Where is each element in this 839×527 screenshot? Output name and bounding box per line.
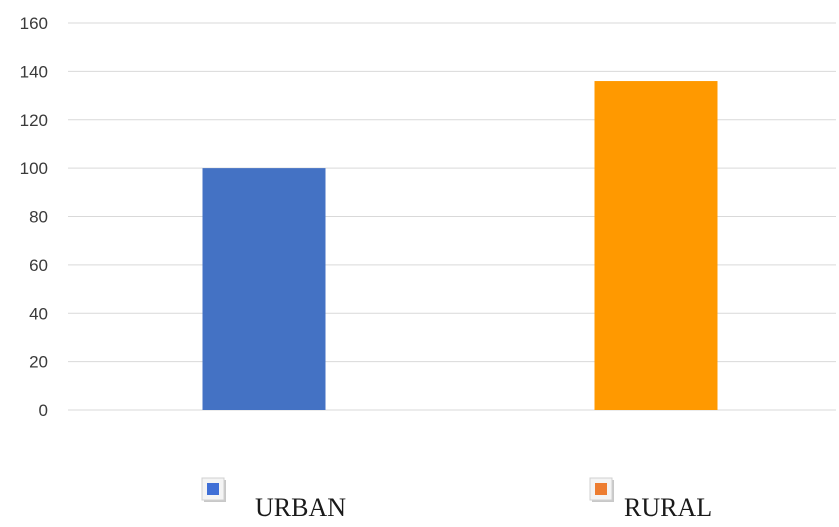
legend-item-urban: URBAN [201,477,346,522]
legend-label-urban: URBAN [255,493,346,522]
legend-label-rural: RURAL [624,493,712,522]
y-tick-label-160: 160 [20,14,48,33]
legend-swatch-urban-icon [207,483,219,495]
gridlines [68,22,836,411]
legend-swatch-rural-icon [595,483,607,495]
y-tick-label-20: 20 [29,353,48,372]
bars [202,81,718,411]
y-tick-label-40: 40 [29,304,48,323]
y-tick-label-120: 120 [20,111,48,130]
y-tick-label-60: 60 [29,256,48,275]
bar-urban [202,168,326,410]
y-tick-label-80: 80 [29,208,48,227]
y-axis: 0 20 40 60 80 100 120 140 160 [20,14,48,420]
y-tick-label-140: 140 [20,62,48,81]
legend: URBAN RURAL [201,477,712,522]
bar-rural [594,81,718,411]
y-tick-label-0: 0 [39,401,48,420]
legend-item-rural: RURAL [589,477,712,522]
y-tick-label-100: 100 [20,159,48,178]
